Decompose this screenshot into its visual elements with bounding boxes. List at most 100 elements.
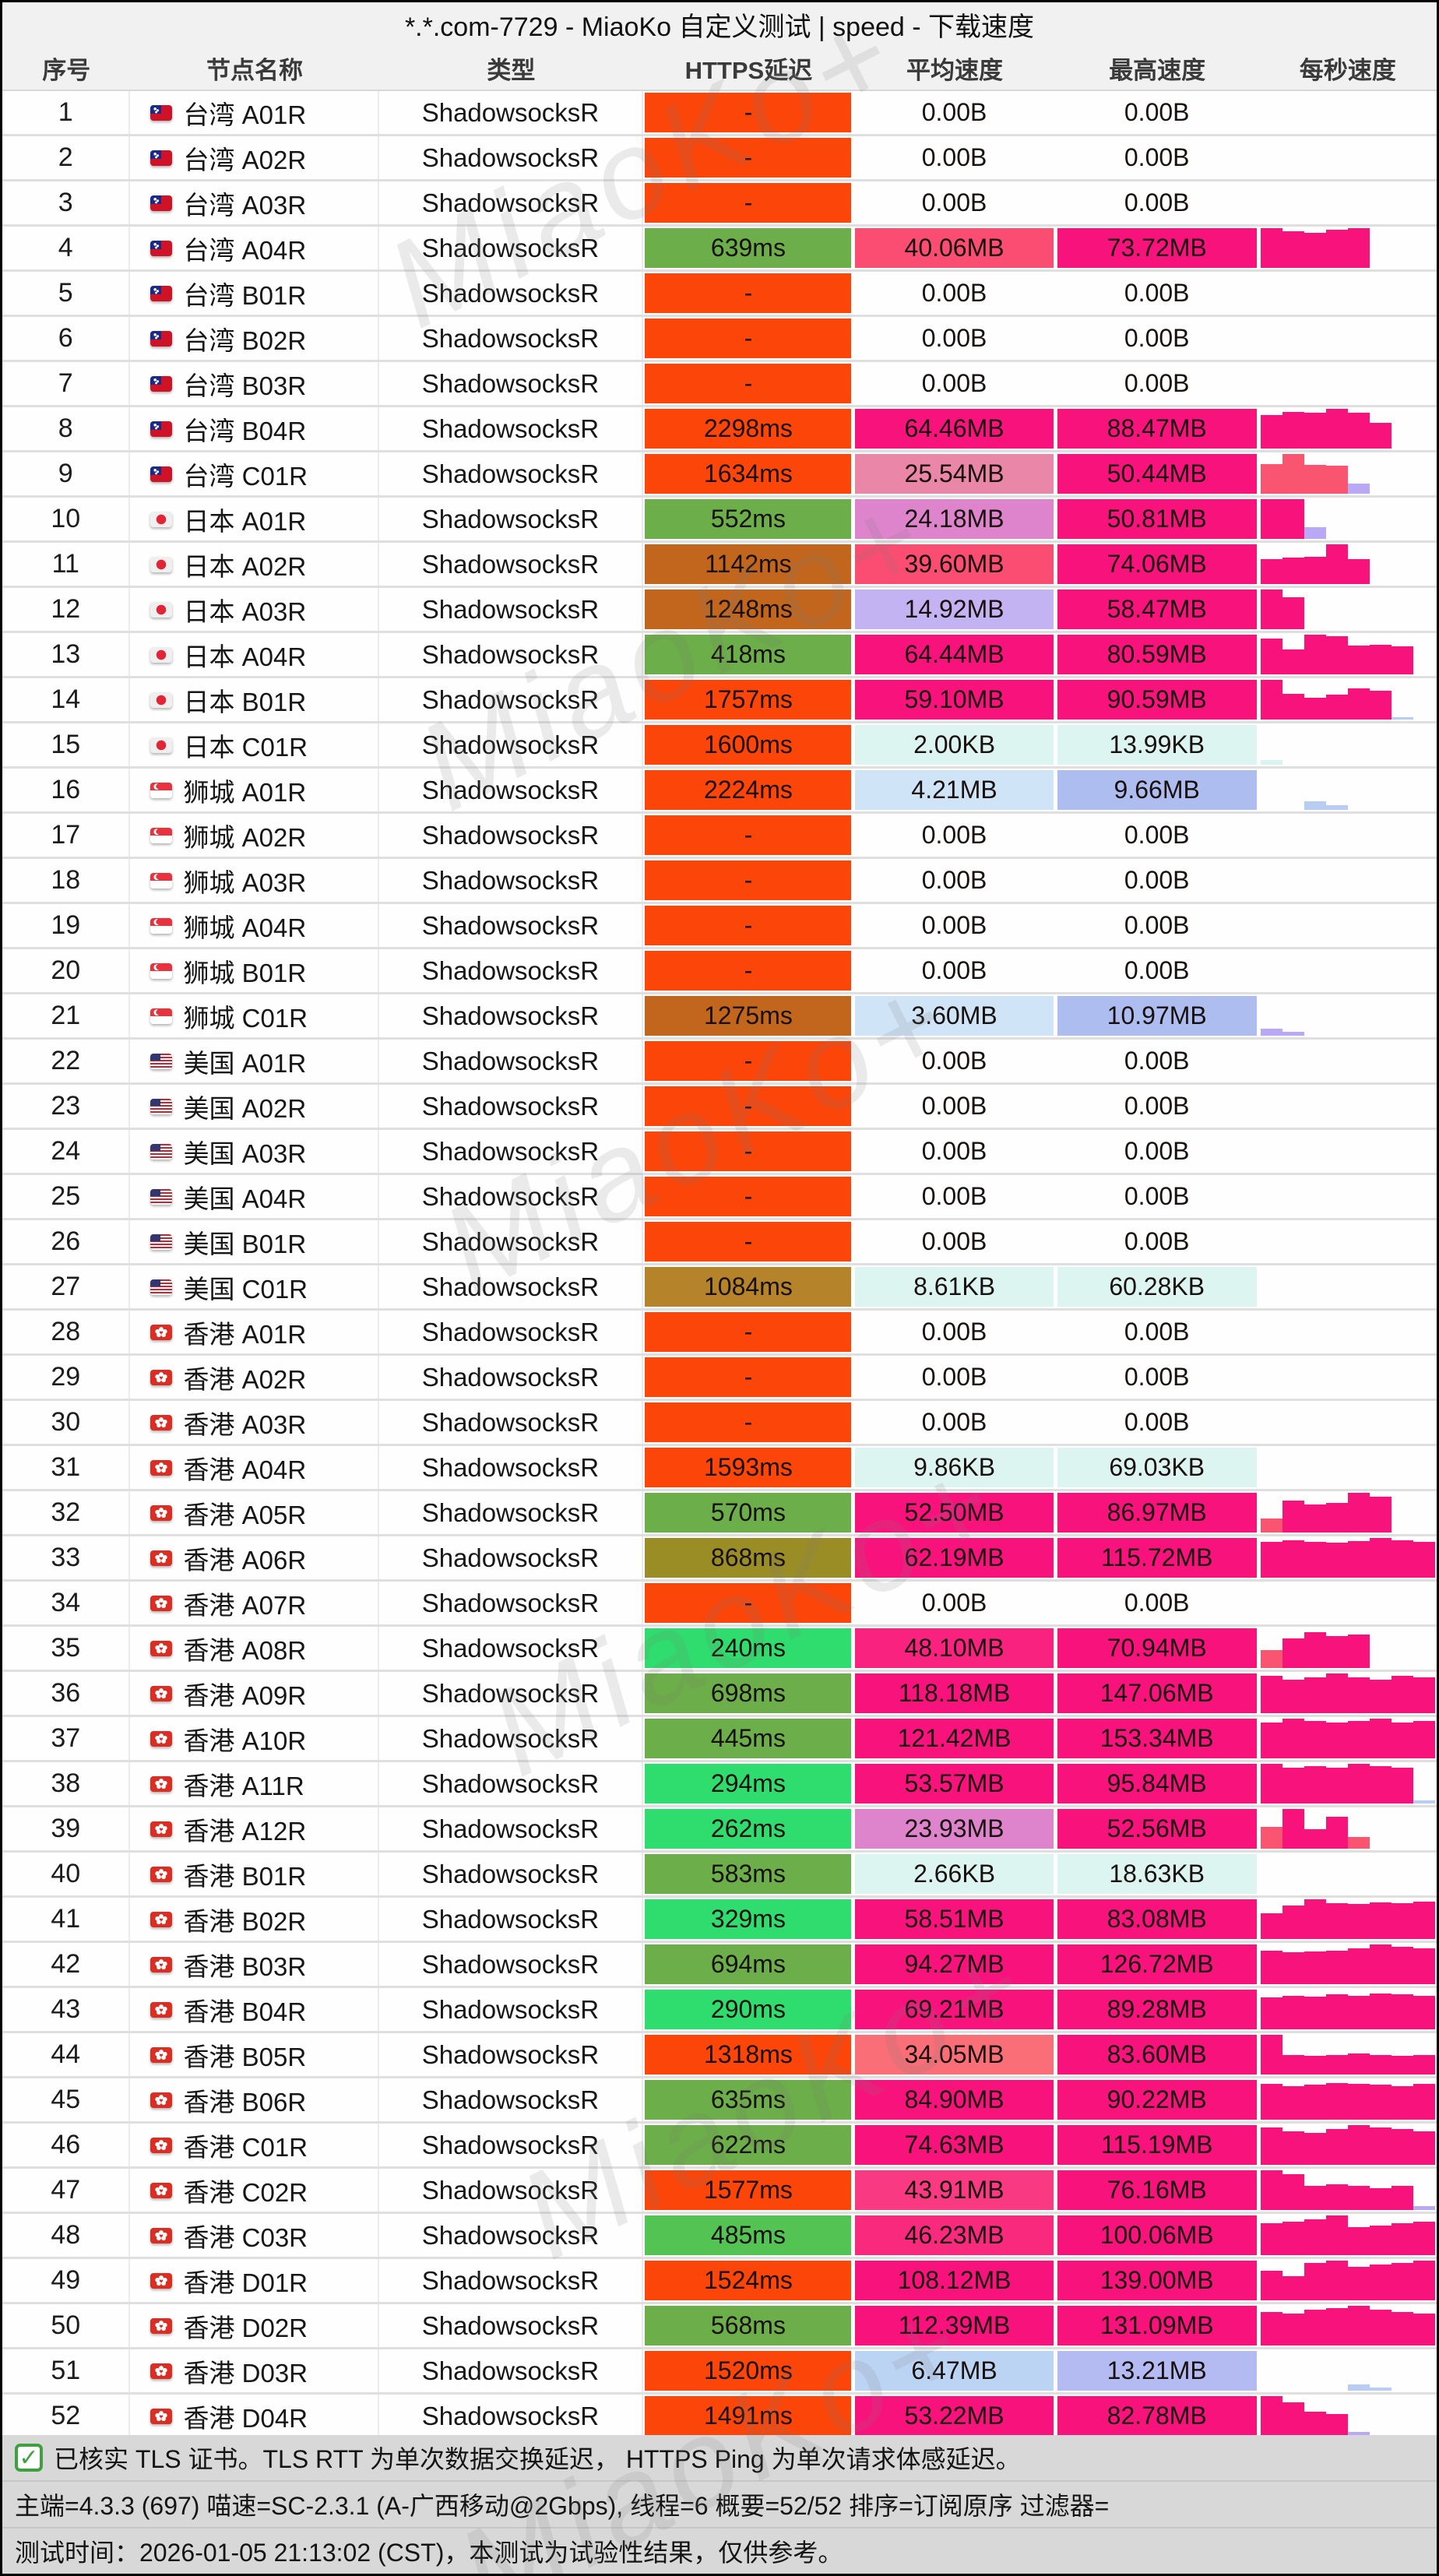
column-header-type: 类型 — [487, 56, 536, 84]
avg-speed-cell: 0.00B — [853, 949, 1055, 992]
max-speed-value: 0.00B — [1124, 1363, 1190, 1391]
flag-sg-icon — [150, 782, 173, 798]
https-latency-value: 1600ms — [645, 725, 852, 765]
row-index: 47 — [2, 2169, 131, 2212]
row-index: 45 — [2, 2078, 131, 2121]
node-name-cell: 狮城 B01R — [130, 949, 379, 992]
https-latency-value: - — [645, 1131, 852, 1171]
max-speed-cell: 50.44MB — [1056, 452, 1259, 495]
column-header-max-speed: 最高速度 — [1109, 56, 1206, 84]
sparkline-bar — [1304, 1997, 1326, 2029]
sparkline-bar — [1325, 544, 1348, 584]
sparkline-bar — [1260, 639, 1282, 674]
avg-speed-value: 2.00KB — [855, 725, 1054, 765]
table-row: 49 香港 D01R ShadowsocksR 1524ms 108.12MB 139.0… — [2, 2259, 1437, 2304]
flag-us-icon — [150, 1143, 173, 1160]
avg-speed-value: 108.12MB — [855, 2261, 1054, 2300]
avg-speed-value: 0.00B — [921, 1227, 987, 1255]
sparkline-bar — [1260, 1519, 1282, 1533]
sparkline-bar — [1347, 2306, 1370, 2345]
per-second-speed-cell — [1259, 633, 1437, 676]
https-latency-value: 418ms — [645, 635, 852, 674]
sparkline-bar — [1369, 2265, 1392, 2300]
max-speed-cell: 9.66MB — [1056, 769, 1259, 811]
speed-sparkline — [1261, 2351, 1437, 2391]
https-latency-cell: 1275ms — [643, 994, 853, 1037]
avg-speed-cell: 0.00B — [853, 1220, 1055, 1263]
node-type-cell: ShadowsocksR — [379, 2078, 644, 2121]
max-speed-value: 10.97MB — [1057, 996, 1257, 1036]
https-latency-value: 552ms — [645, 499, 852, 539]
sparkline-bar — [1304, 1504, 1326, 1533]
sparkline-bar — [1413, 1677, 1435, 1713]
sparkline-bar — [1282, 231, 1304, 268]
table-row: 10 日本 A01R ShadowsocksR 552ms 24.18MB 50.81MB — [2, 498, 1437, 543]
sparkline-bar — [1369, 644, 1392, 674]
https-latency-cell: - — [643, 362, 853, 405]
sparkline-bar — [1369, 1944, 1392, 1984]
avg-speed-value: 6.47MB — [855, 2351, 1054, 2391]
node-name-cell: 美国 A04R — [130, 1175, 379, 1218]
https-latency-cell: - — [643, 1040, 853, 1082]
row-index: 32 — [2, 1491, 131, 1534]
https-latency-value: 1248ms — [645, 589, 852, 629]
https-latency-cell: 583ms — [643, 1853, 853, 1895]
https-latency-value: 1142ms — [645, 544, 852, 584]
flag-jp-icon — [150, 556, 173, 572]
table-row: 18 狮城 A03R ShadowsocksR - 0.00B 0.00B — [2, 859, 1437, 904]
sparkline-bar — [1260, 463, 1282, 494]
sparkline-bar — [1282, 2054, 1304, 2075]
table-row: 13 日本 A04R ShadowsocksR 418ms 64.44MB 80.59MB — [2, 633, 1437, 678]
row-index: 31 — [2, 1446, 131, 1489]
per-second-speed-cell — [1259, 1085, 1437, 1128]
row-index: 7 — [2, 362, 131, 405]
https-latency-value: 1577ms — [645, 2170, 852, 2210]
max-speed-cell: 0.00B — [1056, 904, 1259, 947]
per-second-speed-cell — [1259, 91, 1437, 134]
row-index: 36 — [2, 1672, 131, 1715]
sparkline-bar — [1260, 2084, 1282, 2120]
node-type-cell: ShadowsocksR — [379, 2124, 644, 2166]
https-latency-cell: 294ms — [643, 1762, 853, 1805]
node-type: ShadowsocksR — [421, 278, 600, 308]
avg-speed-cell: 0.00B — [853, 1040, 1055, 1082]
sparkline-bar — [1304, 2133, 1326, 2165]
per-second-speed-cell — [1259, 1356, 1437, 1399]
sparkline-bar — [1325, 635, 1348, 674]
sparkline-bar — [1391, 1540, 1413, 1578]
per-second-speed-cell — [1259, 1717, 1437, 1760]
row-index: 50 — [2, 2304, 131, 2347]
node-type: ShadowsocksR — [421, 1497, 600, 1527]
tls-verified-check-icon: ✓ — [15, 2444, 43, 2472]
sparkline-bar — [1369, 1765, 1392, 1804]
max-speed-cell: 90.59MB — [1056, 678, 1259, 721]
avg-speed-value: 0.00B — [921, 821, 987, 849]
max-speed-value: 0.00B — [1124, 956, 1190, 984]
https-latency-value: 1524ms — [645, 2261, 852, 2300]
https-latency-value: - — [645, 1222, 852, 1262]
avg-speed-cell: 0.00B — [853, 91, 1055, 134]
max-speed-value: 18.63KB — [1057, 1854, 1257, 1894]
row-index: 51 — [2, 2349, 131, 2392]
node-type-cell: ShadowsocksR — [379, 2304, 644, 2347]
sparkline-bar — [1282, 2221, 1304, 2255]
per-second-speed-cell — [1259, 1672, 1437, 1715]
avg-speed-cell: 108.12MB — [853, 2259, 1055, 2302]
https-latency-cell: - — [643, 1130, 853, 1173]
sparkline-bar — [1369, 2225, 1392, 2255]
node-name: 香港 D01R — [183, 2268, 308, 2297]
https-latency-value: 290ms — [645, 1990, 852, 2029]
sparkline-bar — [1304, 1632, 1326, 1668]
column-header-node-name: 节点名称 — [206, 56, 303, 84]
node-type: ShadowsocksR — [421, 188, 600, 217]
sparkline-bar — [1282, 2131, 1304, 2165]
https-latency-cell: - — [643, 1085, 853, 1128]
sparkline-bar — [1304, 2085, 1326, 2120]
https-latency-value: 694ms — [645, 1944, 852, 1984]
node-name-cell: 香港 B06R — [130, 2078, 379, 2121]
sparkline-bar — [1391, 2055, 1413, 2075]
row-index: 14 — [2, 678, 131, 721]
node-type-cell: ShadowsocksR — [379, 317, 644, 360]
sparkline-bar — [1391, 1768, 1413, 1804]
per-second-speed-cell — [1259, 2259, 1437, 2302]
